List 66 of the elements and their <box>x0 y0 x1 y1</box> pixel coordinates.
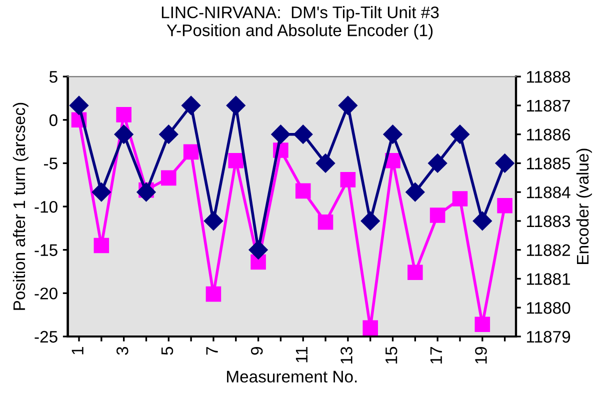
y-tick-label: -5 <box>44 158 58 170</box>
point <box>362 320 378 336</box>
y2-tick-label: 11882 <box>526 244 570 256</box>
x-tick-label: 9 <box>250 347 263 355</box>
y-axis-title: Position after 1 turn (arcsec) <box>12 102 28 310</box>
point <box>495 154 514 173</box>
point <box>383 124 402 144</box>
point <box>92 182 111 202</box>
point <box>452 191 468 206</box>
y-tick-label: -20 <box>34 288 58 300</box>
x-tick-label: 17 <box>430 347 442 364</box>
point <box>294 124 313 144</box>
y2-tick-label: 11887 <box>526 100 570 112</box>
point <box>116 107 132 122</box>
point <box>204 211 223 231</box>
x-axis-title: Measurement No. <box>227 370 357 383</box>
x-tick-label: 19 <box>475 347 487 364</box>
y2-tick-label: 11884 <box>526 186 570 198</box>
y2-tick-label: 11888 <box>526 70 570 83</box>
point <box>497 198 512 214</box>
point <box>271 124 290 144</box>
point <box>114 124 134 144</box>
y-tick-label: -10 <box>34 200 58 213</box>
point <box>94 238 110 254</box>
y2-axis-title: Encoder (value) <box>576 148 592 264</box>
point <box>69 96 89 115</box>
y-tick-label: 5 <box>49 71 58 83</box>
point <box>136 182 156 202</box>
point <box>474 316 490 332</box>
point <box>183 144 199 160</box>
point <box>228 152 244 168</box>
point <box>159 124 178 144</box>
point <box>338 96 358 115</box>
point <box>428 154 448 173</box>
x-tick-label: 13 <box>340 346 352 364</box>
y2-tick-label: 11886 <box>526 128 570 141</box>
chart-title: LINC-NIRVANA: DM's Tip-Tilt Unit #3 Y-Position and Absolute Encoder (1) <box>162 6 439 40</box>
point <box>406 182 425 202</box>
y2-tick-label: 11883 <box>526 215 570 228</box>
x-tick-label: 15 <box>386 346 398 364</box>
point <box>430 208 446 223</box>
point <box>340 172 356 188</box>
y2-tick-label: 11885 <box>526 158 570 170</box>
point <box>295 183 311 199</box>
x-tick-label: 5 <box>161 346 174 355</box>
x-tick-label: 1 <box>72 347 84 354</box>
y2-tick-label: 11879 <box>526 330 570 343</box>
x-tick-label: 7 <box>206 347 218 355</box>
y-tick-label: -15 <box>34 244 58 256</box>
point <box>226 96 246 115</box>
x-tick-label: 11 <box>296 347 308 362</box>
point <box>472 211 492 231</box>
point <box>360 211 380 231</box>
x-tick-label: 3 <box>116 346 128 355</box>
y-tick-label: 0 <box>49 114 58 126</box>
y2-tick-label: 11881 <box>526 273 570 285</box>
point <box>161 170 176 186</box>
point <box>206 286 222 302</box>
y2-tick-label: 11880 <box>526 302 570 314</box>
point <box>450 124 470 144</box>
point <box>316 154 336 173</box>
point <box>248 240 268 260</box>
y-tick-label: -25 <box>34 330 58 343</box>
point <box>182 96 201 115</box>
point <box>318 214 334 230</box>
point <box>408 264 423 280</box>
